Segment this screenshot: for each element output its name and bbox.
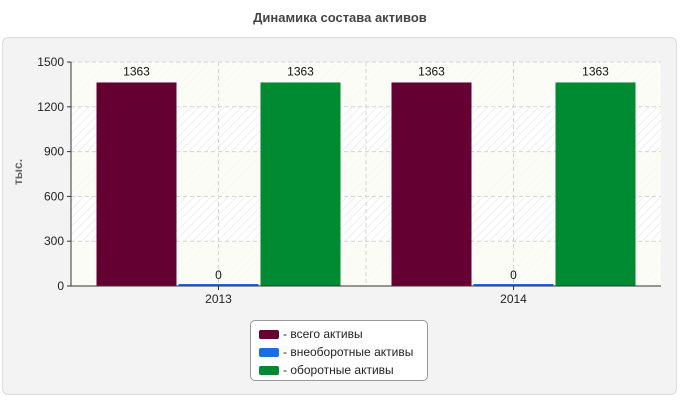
data-label: 0: [215, 268, 222, 282]
legend-item-current[interactable]: - оборотные активы: [259, 361, 427, 379]
data-label: 1363: [582, 64, 609, 78]
legend-label-total: - всего активы: [283, 327, 363, 341]
y-tick-label: 1500: [37, 55, 64, 69]
y-axis-label: тыс.: [11, 159, 25, 185]
x-tick-label: 2014: [500, 292, 527, 306]
legend-swatch-noncurrent: [259, 347, 279, 357]
data-label: 1363: [123, 64, 150, 78]
y-tick-label: 0: [57, 279, 64, 293]
chart-legend: - всего активы - внеоборотные активы - о…: [250, 320, 428, 381]
bar: [178, 284, 259, 286]
data-label: 1363: [287, 64, 314, 78]
legend-swatch-current: [259, 365, 279, 375]
x-tick-label: 2013: [205, 292, 232, 306]
y-tick-label: 1200: [37, 100, 64, 114]
chart-title: Динамика состава активов: [253, 10, 427, 25]
y-tick-label: 600: [44, 189, 64, 203]
legend-swatch-total: [259, 329, 279, 339]
bar: [473, 284, 554, 286]
legend-label-current: - оборотные активы: [283, 363, 394, 377]
legend-item-total[interactable]: - всего активы: [259, 325, 427, 343]
bar: [391, 82, 472, 286]
y-tick-label: 900: [44, 145, 64, 159]
bar: [96, 82, 177, 286]
legend-label-noncurrent: - внеоборотные активы: [283, 345, 414, 359]
bar: [555, 82, 636, 286]
y-tick-label: 300: [44, 234, 64, 248]
bar: [260, 82, 341, 286]
data-label: 1363: [418, 64, 445, 78]
data-label: 0: [510, 268, 517, 282]
legend-item-noncurrent[interactable]: - внеоборотные активы: [259, 343, 427, 361]
